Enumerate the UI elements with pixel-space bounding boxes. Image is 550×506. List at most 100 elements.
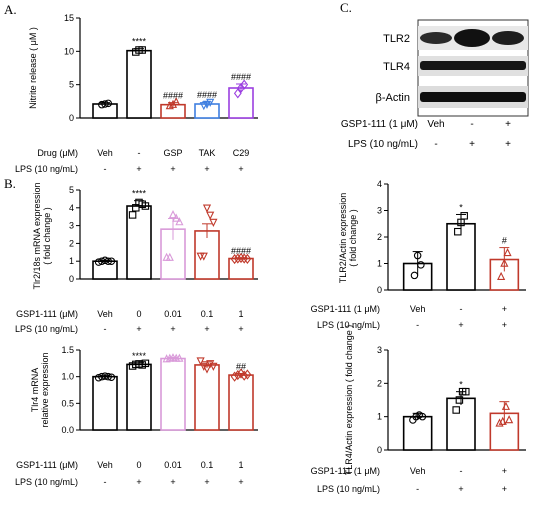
data-point: [202, 365, 212, 374]
y-axis-label: ( fold change ): [348, 209, 358, 267]
row-mark: 1: [238, 309, 243, 319]
bar: [194, 364, 220, 431]
y-tick-label: 0: [377, 445, 382, 455]
data-point: [206, 98, 215, 107]
row-mark: +: [238, 164, 243, 174]
row-mark: Veh: [97, 309, 113, 319]
data-point: [455, 396, 464, 404]
significance-label: ****: [132, 37, 147, 47]
data-point: [243, 253, 252, 264]
row-mark: +: [502, 320, 507, 330]
row-mark: -: [460, 466, 463, 476]
y-tick-label: 2: [69, 238, 74, 248]
panel-letter-a: A.: [4, 2, 17, 17]
significance-label: #: [502, 236, 507, 246]
data-point: [165, 101, 174, 110]
data-point: [418, 412, 427, 421]
data-point: [417, 261, 425, 269]
row-label: LPS (10 ng/mL): [15, 324, 78, 334]
data-point: [209, 362, 218, 371]
data-point: [104, 257, 112, 265]
y-tick-label: 5: [69, 185, 74, 195]
data-point: [104, 372, 112, 381]
chart-c1: 0 1 2 3 4 TLR2/Actin expression( fold change …: [311, 179, 526, 330]
data-point: [230, 371, 239, 382]
row-mark: Veh: [97, 460, 113, 470]
data-point: [199, 102, 208, 111]
blot-band: [420, 61, 526, 70]
significance-label: ****: [132, 351, 147, 361]
blot-mark: +: [469, 139, 475, 150]
western-blot: TLR2 TLR4 β-Actin GSP1-111 (1 μM) LPS (1…: [341, 19, 529, 150]
data-point: [196, 357, 205, 366]
y-tick-label: 10: [64, 46, 74, 56]
row-mark: +: [170, 477, 175, 487]
data-point: [168, 209, 178, 219]
data-point: [209, 218, 218, 227]
bar: [126, 205, 152, 280]
row-mark: Veh: [97, 148, 113, 158]
blot-label-tlr2: TLR2: [383, 33, 410, 45]
row-mark: 1: [238, 460, 243, 470]
blot-row-label-lps: LPS (10 ng/mL): [348, 139, 418, 150]
data-point: [101, 100, 109, 108]
blot-band: [420, 32, 452, 44]
data-point: [202, 204, 212, 213]
row-label: LPS (10 ng/mL): [15, 477, 78, 487]
row-mark: +: [170, 164, 175, 174]
row-mark: +: [502, 484, 507, 494]
significance-label: ####: [231, 72, 251, 82]
significance-label: *: [459, 202, 463, 212]
significance-label: *: [459, 380, 463, 390]
row-label: GSP1-111 (μM): [16, 309, 78, 319]
data-point: [172, 97, 181, 106]
y-axis-label: Tlr2/18s mRNA expression: [32, 182, 42, 289]
row-mark: C29: [233, 148, 250, 158]
data-point: [206, 211, 215, 220]
row-mark: +: [458, 484, 463, 494]
blot-label-actin: β-Actin: [376, 92, 410, 104]
bar: [160, 357, 186, 431]
blot-band: [420, 92, 526, 102]
y-tick-label: 1: [377, 412, 382, 422]
y-tick-label: 3: [69, 221, 74, 231]
bar: [92, 375, 118, 431]
blot-band-row-actin: [418, 86, 528, 108]
y-tick-label: 1: [377, 259, 382, 269]
row-mark: -: [104, 477, 107, 487]
panel-letter-c: C.: [340, 0, 352, 15]
data-point: [165, 252, 174, 261]
data-point: [452, 406, 460, 414]
row-mark: +: [204, 324, 209, 334]
significance-label: ####: [231, 246, 251, 256]
chart-b1: 0 1 2 3 4 5 Tlr2/18s mRNA expression( fold cha…: [15, 182, 258, 334]
significance-label: ****: [132, 189, 147, 199]
data-point: [172, 213, 181, 222]
bar: [402, 415, 433, 451]
blot-mark: -: [434, 139, 437, 150]
significance-label: ####: [197, 90, 217, 100]
data-point: [460, 212, 468, 220]
data-point: [233, 253, 242, 264]
row-mark: -: [138, 148, 141, 158]
row-mark: +: [502, 304, 507, 314]
blot-band: [492, 31, 524, 45]
blot-band: [454, 29, 490, 47]
y-tick-label: 4: [377, 179, 382, 189]
y-axis-label: ( fold change ): [42, 207, 52, 265]
row-mark: GSP: [163, 148, 182, 158]
row-mark: -: [416, 320, 419, 330]
chart-c2: 0 1 2 3 TLR4/Actin expression ( fold change …: [311, 325, 526, 494]
y-tick-label: 0.0: [61, 425, 74, 435]
data-point: [462, 387, 470, 396]
row-mark: +: [238, 477, 243, 487]
row-label: LPS (10 ng/mL): [317, 484, 380, 494]
data-point: [240, 370, 249, 381]
row-label: GSP1-111 (1 μM): [311, 304, 380, 314]
data-point: [199, 252, 208, 261]
data-point: [104, 99, 112, 108]
y-tick-label: 0: [377, 285, 382, 295]
row-mark: -: [104, 324, 107, 334]
data-point: [233, 88, 242, 99]
